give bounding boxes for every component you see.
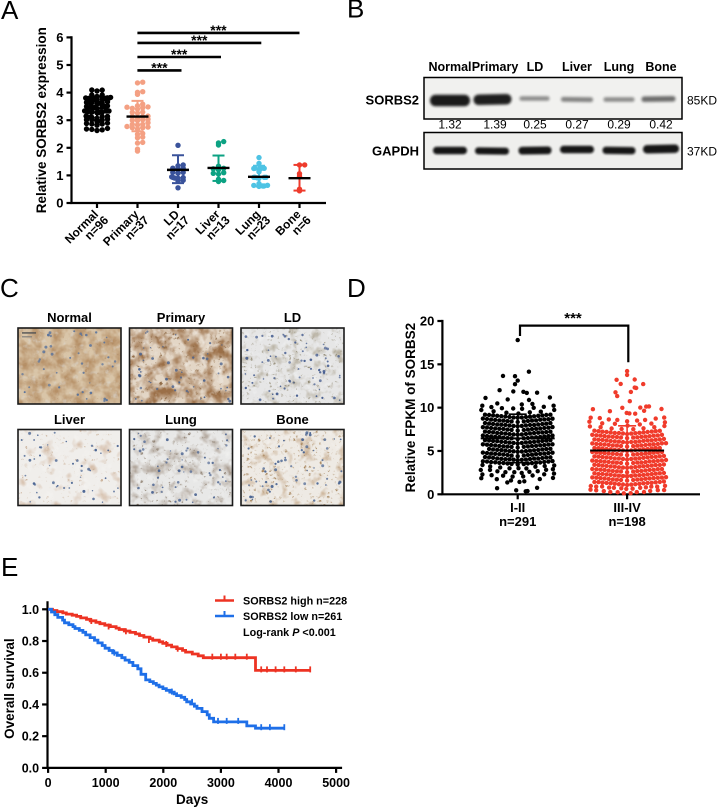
svg-text:0.42: 0.42 [649, 118, 673, 132]
svg-text:Log-rank P <0.001: Log-rank P <0.001 [243, 627, 336, 639]
svg-text:Bone: Bone [276, 412, 309, 427]
svg-text:5: 5 [427, 443, 434, 458]
svg-text:I-II: I-II [510, 500, 525, 515]
svg-text:Primary: Primary [157, 310, 206, 325]
svg-text:0: 0 [45, 776, 52, 790]
svg-text:***: *** [151, 60, 168, 76]
svg-text:Lung: Lung [604, 60, 635, 74]
svg-text:Liver: Liver [54, 412, 85, 427]
svg-text:0.4: 0.4 [22, 698, 39, 712]
svg-text:***: *** [564, 310, 582, 327]
svg-text:1.0: 1.0 [22, 603, 39, 617]
svg-text:5000: 5000 [322, 776, 350, 790]
svg-text:Days: Days [176, 792, 208, 807]
svg-text:85KD: 85KD [687, 94, 717, 108]
svg-text:0: 0 [427, 487, 434, 502]
svg-text:Primary: Primary [472, 60, 519, 74]
svg-text:0.27: 0.27 [565, 118, 589, 132]
svg-text:Liver: Liver [562, 60, 592, 74]
svg-text:37KD: 37KD [687, 145, 717, 159]
svg-text:0.8: 0.8 [22, 635, 39, 649]
svg-text:Primaryn=37: Primaryn=37 [100, 205, 152, 257]
svg-text:n=198: n=198 [608, 514, 645, 529]
svg-text:10: 10 [420, 400, 434, 415]
svg-text:4000: 4000 [265, 776, 293, 790]
svg-text:Lungn=23: Lungn=23 [232, 205, 273, 246]
svg-text:C: C [0, 273, 19, 303]
svg-text:Lung: Lung [165, 412, 197, 427]
svg-text:0.29: 0.29 [607, 118, 631, 132]
svg-text:5: 5 [56, 58, 63, 73]
svg-text:Bone: Bone [645, 60, 676, 74]
svg-text:2000: 2000 [149, 776, 177, 790]
svg-text:6: 6 [56, 30, 63, 45]
svg-text:Relative FPKM of SORBS2: Relative FPKM of SORBS2 [403, 323, 418, 493]
svg-text:0.2: 0.2 [22, 730, 39, 744]
svg-text:III-IV: III-IV [613, 500, 641, 515]
svg-text:E: E [1, 552, 18, 582]
svg-text:20: 20 [420, 314, 434, 329]
svg-text:LD: LD [527, 60, 544, 74]
svg-text:4: 4 [56, 85, 64, 100]
svg-text:SORBS2 low n=261: SORBS2 low n=261 [243, 611, 342, 623]
svg-text:Normaln=96: Normaln=96 [62, 205, 111, 254]
svg-text:0: 0 [56, 196, 63, 211]
svg-text:3000: 3000 [207, 776, 235, 790]
svg-text:A: A [1, 0, 19, 25]
svg-text:3: 3 [56, 113, 63, 128]
svg-text:Normal: Normal [47, 310, 92, 325]
svg-text:GAPDH: GAPDH [372, 144, 419, 159]
svg-text:15: 15 [420, 357, 434, 372]
svg-text:***: *** [191, 32, 208, 48]
svg-text:SORBS2: SORBS2 [366, 93, 419, 108]
svg-text:1000: 1000 [92, 776, 120, 790]
svg-text:Overall survival: Overall survival [2, 638, 17, 739]
svg-text:1.39: 1.39 [483, 118, 507, 132]
svg-text:0.0: 0.0 [22, 761, 39, 775]
svg-text:n=291: n=291 [499, 514, 536, 529]
svg-text:2: 2 [56, 140, 63, 155]
svg-text:LD: LD [284, 310, 301, 325]
svg-text:LDn=17: LDn=17 [155, 205, 193, 243]
svg-text:***: *** [171, 46, 188, 62]
svg-text:0.25: 0.25 [523, 118, 547, 132]
svg-text:Relative SORBS2 expression: Relative SORBS2 expression [34, 27, 49, 213]
svg-text:D: D [347, 273, 366, 303]
svg-text:***: *** [210, 22, 227, 38]
svg-text:SORBS2 high n=228: SORBS2 high n=228 [243, 596, 347, 608]
svg-text:0.6: 0.6 [22, 666, 39, 680]
svg-text:Normal: Normal [428, 60, 471, 74]
svg-text:Livern=13: Livern=13 [192, 205, 233, 246]
svg-text:B: B [347, 0, 364, 24]
svg-text:1.32: 1.32 [438, 118, 462, 132]
svg-text:Bonen=6: Bonen=6 [273, 205, 314, 246]
svg-text:1: 1 [56, 168, 63, 183]
